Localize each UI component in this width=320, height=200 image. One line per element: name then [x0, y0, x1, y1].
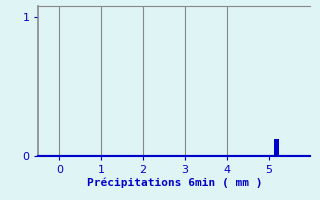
X-axis label: Précipitations 6min ( mm ): Précipitations 6min ( mm )	[87, 178, 262, 188]
Bar	[275, 139, 279, 156]
